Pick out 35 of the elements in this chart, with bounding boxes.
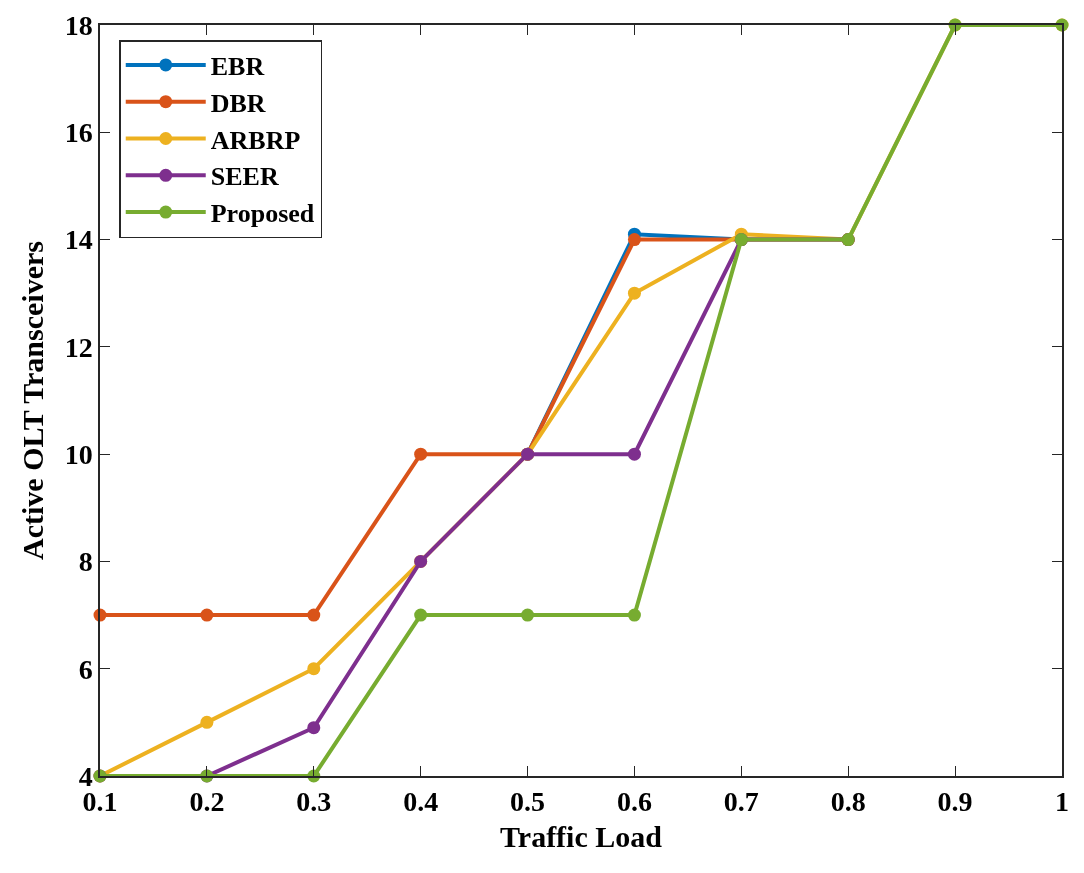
- x-tick-label: 1: [1055, 786, 1069, 818]
- point: [307, 662, 321, 676]
- y-tick-label: 6: [78, 653, 93, 685]
- legend-label: EBR: [210, 52, 265, 82]
- x-tick-label: 0.6: [616, 786, 652, 818]
- point: [627, 233, 641, 247]
- point: [521, 608, 535, 622]
- x-tick-label: 0.8: [830, 786, 866, 818]
- legend-label: SEER: [210, 162, 279, 192]
- legend-label: DBR: [210, 88, 266, 118]
- point: [414, 447, 428, 461]
- point: [307, 721, 321, 735]
- y-tick-label: 12: [64, 331, 93, 363]
- point: [627, 286, 641, 300]
- x-tick-label: 0.5: [510, 786, 546, 818]
- point: [200, 715, 214, 729]
- y-tick-label: 10: [64, 438, 93, 470]
- x-tick-label: 0.3: [296, 786, 332, 818]
- y-tick-label: 14: [64, 224, 93, 256]
- point: [627, 447, 641, 461]
- point: [627, 608, 641, 622]
- x-tick-label: 0.9: [937, 786, 973, 818]
- x-axis-title: Traffic Load: [500, 820, 663, 854]
- x-tick-label: 0.4: [403, 786, 439, 818]
- y-axis-title: Active OLT Transceivers: [16, 241, 50, 560]
- y-tick-label: 18: [64, 9, 93, 41]
- y-tick-label: 16: [64, 117, 93, 149]
- legend-label: ARBRP: [210, 125, 301, 155]
- x-tick-label: 0.7: [723, 786, 759, 818]
- point: [307, 608, 321, 622]
- x-tick-label: 0.2: [189, 786, 225, 818]
- y-tick-label: 8: [78, 546, 93, 578]
- point: [414, 608, 428, 622]
- point: [200, 608, 214, 622]
- legend-label: Proposed: [210, 199, 315, 229]
